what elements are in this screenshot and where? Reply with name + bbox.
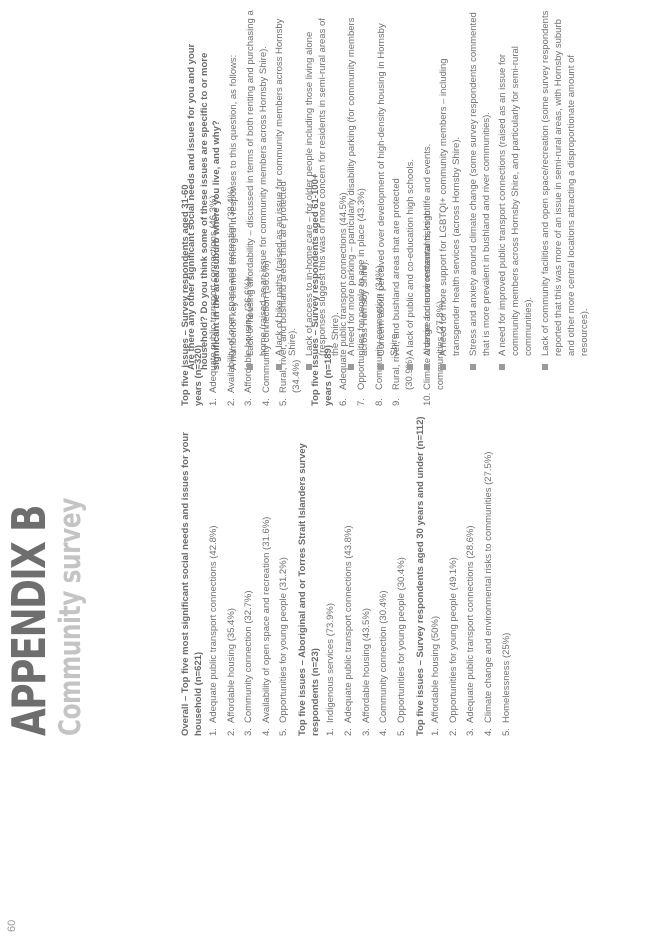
- item-text: A need for more parking – particularly d…: [346, 17, 370, 356]
- list-item: A need for more parking – particularly d…: [345, 8, 371, 370]
- list-item: Lack of access to in-home care – for old…: [303, 8, 342, 370]
- bullet-square-icon: [246, 364, 253, 370]
- list-item: Stress and anxiety around climate change…: [467, 8, 493, 370]
- item-text: Lack of access to in-home care – for old…: [303, 18, 341, 356]
- list-item: A need for improved public transport con…: [496, 8, 535, 370]
- bullet-square-icon: [499, 364, 505, 370]
- bullet-square-icon: [407, 364, 413, 370]
- item-text: A lack of public and co-education high s…: [405, 159, 416, 356]
- list-item: Lack of housing affordability – discusse…: [244, 8, 270, 370]
- item-text: A need for more support for LGBTQI+ comm…: [438, 58, 462, 356]
- item-text: Lack of housing affordability – discusse…: [244, 10, 269, 356]
- bullet-square-icon: [541, 364, 548, 370]
- item-text: Stress and anxiety around climate change…: [467, 12, 492, 356]
- needs-column: Are there any other significant social n…: [186, 8, 594, 370]
- item-text: A desire for more restaurants, nightlife…: [421, 143, 433, 356]
- question-heading: Are there any other significant social n…: [186, 43, 222, 370]
- intro-paragraph: A number of key themes emerged in respon…: [227, 54, 239, 370]
- bullet-square-icon: [440, 364, 446, 370]
- bullet-square-icon: [469, 364, 476, 370]
- list-item: A lack of public and co-education high s…: [404, 8, 417, 370]
- list-item: Concern about perceived over development…: [375, 8, 401, 370]
- bullet-square-icon: [276, 364, 282, 370]
- list-item: A desire for more restaurants, nightlife…: [421, 8, 434, 370]
- list-item: A need for more support for LGBTQI+ comm…: [437, 8, 463, 370]
- item-text: A need for improved public transport con…: [497, 46, 534, 356]
- item-text: Concern about perceived over development…: [375, 23, 400, 356]
- item-text: A lack of bike paths (raised as an issue…: [274, 18, 298, 356]
- bullet-square-icon: [305, 364, 312, 370]
- bullet-square-icon: [377, 364, 384, 370]
- list-item: A lack of bike paths (raised as an issue…: [273, 8, 299, 370]
- bullet-square-icon: [348, 364, 354, 370]
- themes-list: Lack of housing affordability – discusse…: [244, 8, 591, 370]
- list-item: Lack of community facilities and open sp…: [539, 8, 591, 370]
- item-text: Lack of community facilities and open sp…: [539, 10, 590, 356]
- bullet-square-icon: [423, 364, 430, 370]
